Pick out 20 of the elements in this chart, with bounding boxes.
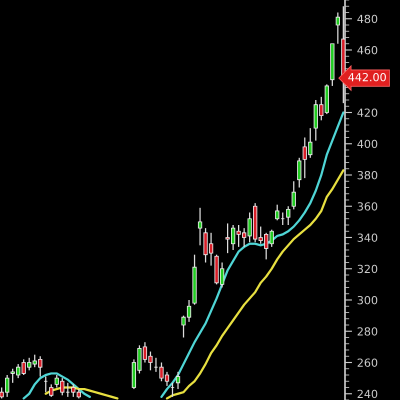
y-tick-label: 340 bbox=[358, 233, 378, 242]
y-tick-label: 360 bbox=[358, 202, 378, 211]
y-tick-label: 280 bbox=[358, 327, 378, 336]
y-tick-label: 260 bbox=[358, 358, 378, 367]
y-tick-label: 300 bbox=[358, 296, 378, 304]
text: 442.00 bbox=[348, 72, 386, 82]
y-tick-label: 480 bbox=[357, 14, 378, 24]
y-tick-label: 420 bbox=[357, 108, 378, 117]
candlestick bbox=[292, 180, 296, 210]
y-tick-label: 320 bbox=[358, 264, 378, 274]
candlestick bbox=[297, 157, 302, 188]
candlestick bbox=[336, 12, 340, 44]
y-tick-label: 380 bbox=[358, 170, 378, 180]
candlestick bbox=[176, 371, 180, 390]
y-tick-label: 240 bbox=[358, 390, 378, 398]
candlestick bbox=[49, 384, 54, 398]
candlestick bbox=[286, 206, 290, 226]
y-tick-label: 460 bbox=[357, 46, 378, 54]
y-tick-label: 400 bbox=[357, 140, 378, 148]
candlestick bbox=[198, 207, 202, 246]
